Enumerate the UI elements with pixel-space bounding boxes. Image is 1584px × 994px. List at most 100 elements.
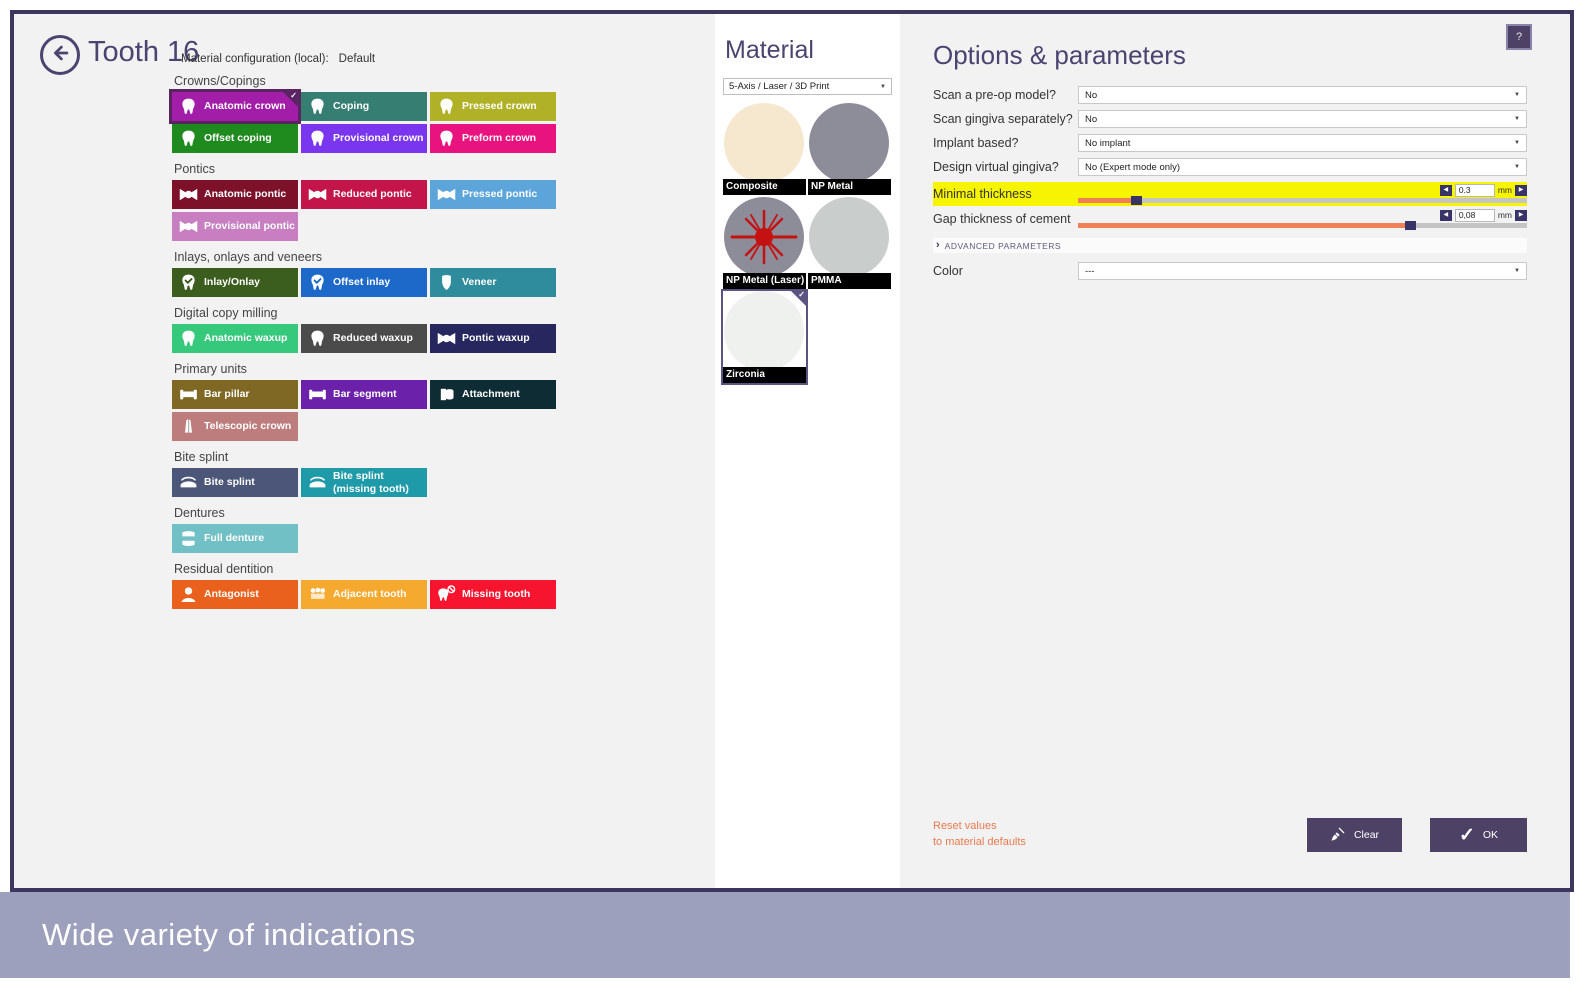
inlay-icon bbox=[178, 272, 200, 294]
slider-value-field[interactable]: 0,08 bbox=[1454, 208, 1495, 222]
tile-label: Bar pillar bbox=[204, 388, 250, 401]
tile-coping[interactable]: Coping bbox=[301, 92, 427, 121]
tile-full-denture[interactable]: Full denture bbox=[172, 524, 298, 553]
pontic-icon bbox=[436, 184, 458, 206]
dropdown-value: No bbox=[1085, 89, 1098, 101]
slider-track[interactable] bbox=[1078, 221, 1527, 230]
implant-based-dropdown[interactable]: No implant ▼ bbox=[1078, 134, 1527, 152]
material-title: Material bbox=[725, 36, 814, 64]
pontic-icon bbox=[178, 184, 200, 206]
options-title: Options & parameters bbox=[933, 40, 1186, 70]
tile-anatomic-waxup[interactable]: Anatomic waxup bbox=[172, 324, 298, 353]
tile-provisional-crown[interactable]: Provisional crown bbox=[301, 124, 427, 153]
tile-offset-coping[interactable]: Offset coping bbox=[172, 124, 298, 153]
check-icon: ✓ bbox=[1458, 824, 1475, 846]
tile-antagonist[interactable]: Antagonist bbox=[172, 580, 298, 609]
tile-missing-tooth[interactable]: Missing tooth bbox=[430, 580, 556, 609]
dropdown-value: No bbox=[1085, 113, 1098, 125]
adjacent-icon bbox=[307, 584, 329, 606]
option-label: Scan gingiva separately? bbox=[933, 112, 1073, 126]
group-label-inlays-onlays-and-veneers: Inlays, onlays and veneers bbox=[174, 250, 323, 264]
denture-icon bbox=[178, 528, 200, 550]
slider-handle[interactable] bbox=[1405, 221, 1417, 230]
ok-button[interactable]: ✓ OK bbox=[1430, 818, 1527, 852]
tile-label: Offset coping bbox=[204, 132, 272, 145]
tile-bar-pillar[interactable]: Bar pillar bbox=[172, 380, 298, 409]
advanced-parameters-label: ADVANCED PARAMETERS bbox=[944, 240, 1062, 251]
slider-track[interactable] bbox=[1078, 196, 1527, 205]
tile-telescopic-crown[interactable]: Telescopic crown bbox=[172, 412, 298, 441]
tile-grid: Inlay/Onlay Offset inlay Veneer bbox=[172, 268, 564, 297]
help-button[interactable]: ? bbox=[1506, 24, 1532, 50]
tile-provisional-pontic[interactable]: Provisional pontic bbox=[172, 212, 298, 241]
laser-burst-icon bbox=[724, 197, 804, 277]
tooth-icon bbox=[178, 96, 200, 118]
tile-bite-splint[interactable]: Bite splint bbox=[172, 468, 298, 497]
option-label: Implant based? bbox=[933, 136, 1019, 150]
tile-label: Reduced pontic bbox=[333, 188, 412, 201]
option-row-design-virtual-gingiva: Design virtual gingiva? No (Expert mode o… bbox=[933, 158, 1527, 176]
tile-label: Veneer bbox=[462, 276, 497, 289]
material-sample-circle bbox=[809, 103, 889, 183]
tooth-icon bbox=[178, 328, 200, 350]
color-dropdown-value: --- bbox=[1085, 265, 1095, 277]
tile-inlay-onlay[interactable]: Inlay/Onlay bbox=[172, 268, 298, 297]
tooth-icon bbox=[436, 128, 458, 150]
pontic-icon bbox=[307, 184, 329, 206]
tile-preform-crown[interactable]: Preform crown bbox=[430, 124, 556, 153]
machine-dropdown-value: 5-Axis / Laser / 3D Print bbox=[729, 81, 830, 92]
group-label-bite-splint: Bite splint bbox=[174, 450, 229, 464]
tile-pontic-waxup[interactable]: Pontic waxup bbox=[430, 324, 556, 353]
tile-veneer[interactable]: Veneer bbox=[430, 268, 556, 297]
inlay-icon bbox=[307, 272, 329, 294]
tile-pressed-pontic[interactable]: Pressed pontic bbox=[430, 180, 556, 209]
splint-icon bbox=[178, 472, 200, 494]
material-swatch-np-metal[interactable]: NP Metal bbox=[808, 103, 891, 195]
slider-unit-label: mm bbox=[1497, 185, 1512, 195]
material-swatch-composite[interactable]: Composite bbox=[723, 103, 806, 195]
chevron-down-icon: ▼ bbox=[1514, 92, 1520, 98]
scan-gingiva-separately-dropdown[interactable]: No ▼ bbox=[1078, 110, 1527, 128]
tile-reduced-pontic[interactable]: Reduced pontic bbox=[301, 180, 427, 209]
slider-area: ◀ 0,08 mm ▶ bbox=[1078, 208, 1527, 230]
tile-adjacent-tooth[interactable]: Adjacent tooth bbox=[301, 580, 427, 609]
design-virtual-gingiva-dropdown[interactable]: No (Expert mode only) ▼ bbox=[1078, 158, 1527, 176]
splint-icon bbox=[307, 472, 329, 494]
clear-button-label: Clear bbox=[1353, 829, 1380, 841]
material-swatch-pmma[interactable]: PMMA bbox=[808, 197, 891, 289]
group-label-crowns-copings: Crowns/Copings bbox=[174, 74, 266, 88]
dropdown-value: No (Expert mode only) bbox=[1085, 161, 1181, 173]
scan-a-pre-op-model-dropdown[interactable]: No ▼ bbox=[1078, 86, 1527, 104]
tile-attachment[interactable]: Attachment bbox=[430, 380, 556, 409]
tile-anatomic-crown[interactable]: Anatomic crown ✓ bbox=[172, 91, 298, 121]
tile-grid: Full denture bbox=[172, 524, 564, 553]
increment-button[interactable]: ▶ bbox=[1515, 209, 1527, 221]
tile-pressed-crown[interactable]: Pressed crown bbox=[430, 92, 556, 121]
clear-button[interactable]: Clear bbox=[1307, 818, 1402, 852]
tile-label: Antagonist bbox=[204, 588, 259, 601]
increment-button[interactable]: ▶ bbox=[1515, 184, 1527, 196]
tile-bar-segment[interactable]: Bar segment bbox=[301, 380, 427, 409]
slider-fill bbox=[1078, 198, 1137, 203]
tile-offset-inlay[interactable]: Offset inlay bbox=[301, 268, 427, 297]
slider-handle[interactable] bbox=[1131, 196, 1143, 205]
machine-dropdown[interactable]: 5-Axis / Laser / 3D Print ▼ bbox=[723, 78, 892, 95]
options-slider-rows: Minimal thickness ◀ 0.3 mm ▶ Gap thickness of… bbox=[933, 182, 1527, 231]
slider-value-field[interactable]: 0.3 bbox=[1454, 183, 1495, 197]
tile-anatomic-pontic[interactable]: Anatomic pontic bbox=[172, 180, 298, 209]
tile-label: Anatomic pontic bbox=[204, 188, 287, 201]
reset-to-defaults-link[interactable]: Reset values to material defaults bbox=[933, 820, 1026, 848]
tile-bite-splint-missing-tooth[interactable]: Bite splint (missing tooth) bbox=[301, 468, 427, 497]
tile-label: Pressed crown bbox=[462, 100, 537, 113]
material-swatch-zirconia[interactable]: Zirconia ✓ bbox=[723, 290, 806, 383]
check-icon: ✓ bbox=[290, 91, 297, 100]
tile-reduced-waxup[interactable]: Reduced waxup bbox=[301, 324, 427, 353]
advanced-parameters-toggle[interactable]: › ADVANCED PARAMETERS bbox=[933, 238, 1527, 253]
decrement-button[interactable]: ◀ bbox=[1439, 184, 1452, 196]
material-swatch-np-metal-laser[interactable]: NP Metal (Laser) bbox=[723, 197, 806, 289]
back-button[interactable] bbox=[40, 35, 80, 75]
material-swatch-label: PMMA bbox=[808, 273, 891, 289]
tile-label: Preform crown bbox=[462, 132, 537, 145]
color-dropdown[interactable]: --- ▼ bbox=[1078, 262, 1527, 280]
decrement-button[interactable]: ◀ bbox=[1439, 209, 1452, 221]
